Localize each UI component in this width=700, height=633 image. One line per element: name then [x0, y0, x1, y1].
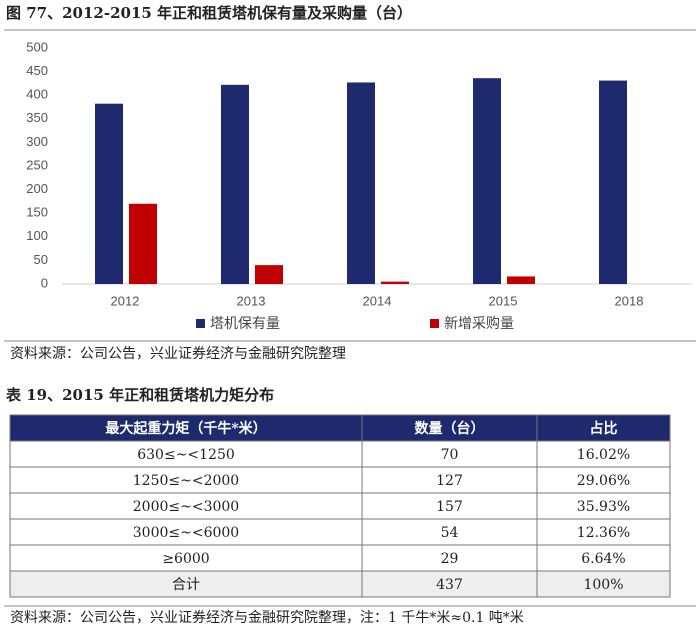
legend-swatch — [430, 319, 439, 328]
bar — [129, 203, 157, 284]
table-header: 数量（台） — [415, 420, 485, 437]
y-tick-label: 0 — [41, 275, 48, 290]
bar — [381, 281, 409, 284]
y-tick-label: 450 — [26, 63, 48, 78]
bar — [221, 84, 249, 284]
table-header: 占比 — [590, 420, 618, 437]
table-cell: 16.02% — [577, 447, 630, 463]
table-cell: 合计 — [172, 577, 200, 593]
table-cell: 35.93% — [577, 499, 630, 515]
table-cell: 54 — [441, 525, 459, 541]
table-cell: 630≤~<1250 — [137, 447, 235, 463]
table-cell: ≥6000 — [162, 551, 209, 567]
figure-source: 资料来源：公司公告，兴业证券经济与金融研究院整理 — [10, 346, 346, 362]
table-header-bg — [10, 415, 670, 441]
y-tick-label: 300 — [26, 134, 48, 149]
bar — [95, 103, 123, 284]
bar — [507, 276, 535, 284]
table-cell: 70 — [441, 447, 459, 463]
table-row-bg — [10, 571, 670, 597]
bar — [473, 78, 501, 284]
y-tick-label: 50 — [34, 252, 48, 267]
table-title: 表 19、2015 年正和租赁塔机力矩分布 — [6, 386, 274, 404]
table-header: 最大起重力矩（千牛*米） — [105, 420, 266, 437]
table-cell: 2000≤~<3000 — [133, 499, 239, 515]
x-tick-label: 2018 — [615, 293, 644, 308]
bar — [255, 265, 283, 284]
table-cell: 6.64% — [581, 551, 625, 567]
table-cell: 100% — [583, 577, 623, 593]
legend-label: 塔机保有量 — [210, 316, 280, 332]
x-tick-label: 2012 — [111, 293, 140, 308]
y-tick-label: 350 — [26, 110, 48, 125]
table-source: 资料来源：公司公告，兴业证券经济与金融研究院整理，注：1 千牛*米≈0.1 吨*… — [10, 610, 524, 626]
table-cell: 29 — [441, 551, 459, 567]
legend-label: 新增采购量 — [444, 316, 514, 332]
y-tick-label: 500 — [26, 39, 48, 54]
y-tick-label: 400 — [26, 87, 48, 102]
bar — [599, 80, 627, 285]
table-cell: 29.06% — [577, 473, 630, 489]
bar — [347, 82, 375, 285]
table-cell: 12.36% — [577, 525, 630, 541]
y-tick-label: 100 — [26, 228, 48, 243]
y-tick-label: 250 — [26, 157, 48, 172]
y-tick-label: 200 — [26, 181, 48, 196]
x-tick-label: 2013 — [237, 293, 266, 308]
x-tick-label: 2014 — [363, 293, 392, 308]
x-tick-label: 2015 — [489, 293, 518, 308]
table-cell: 157 — [436, 499, 463, 515]
table-cell: 127 — [436, 473, 463, 489]
figure-title: 图 77、2012-2015 年正和租赁塔机保有量及采购量（台） — [6, 4, 412, 22]
table-cell: 437 — [436, 577, 463, 593]
table-cell: 3000≤~<6000 — [133, 525, 239, 541]
table-cell: 1250≤~<2000 — [133, 473, 239, 489]
legend-swatch — [196, 319, 205, 328]
y-tick-label: 150 — [26, 205, 48, 220]
